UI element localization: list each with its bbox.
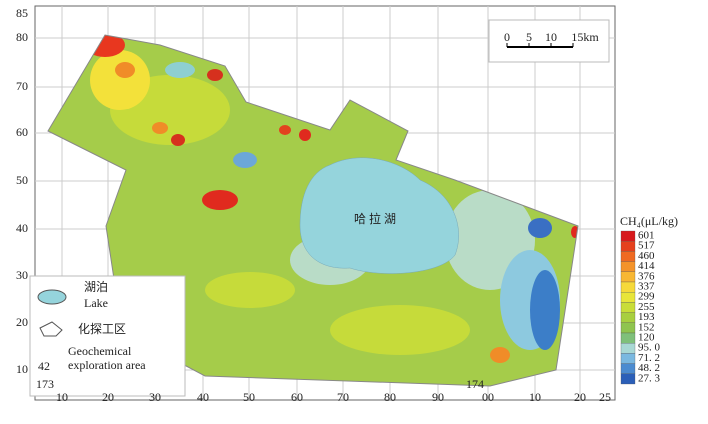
y-tick-label: 10 [16,362,28,376]
colorbar-swatch [620,322,636,334]
legend-lake-en: Lake [84,296,108,310]
x-tick-label: 20 [574,390,586,404]
y-tick-label: 50 [16,173,28,187]
x-tick-label: 10 [56,390,68,404]
scale-bar: 0 5 10 15km [504,30,599,48]
colorbar-label: 337 [638,281,655,293]
colorbar-label: 376 [638,270,655,282]
colorbar-swatch [620,261,636,272]
x-tick-label: 25 [599,390,611,404]
y-tick-label: 85 [16,6,28,20]
colorbar-swatch [620,343,636,354]
y-tick-label: 40 [16,221,28,235]
colorbar-swatch [620,373,636,385]
scale-box [488,19,610,63]
colorbar-label: 414 [638,260,655,272]
colorbar-label: 152 [638,321,655,333]
legend-lake-cn: 湖泊 [84,279,108,294]
colorbar-swatch [620,353,636,364]
x-tick-label: 50 [243,390,255,404]
x-tick-label: 30 [149,390,161,404]
colorbar-title: CH₄(μL/kg) [620,214,678,228]
y-tick-label: 60 [16,125,28,139]
colorbar-label: 601 [638,230,655,242]
colorbar-swatch [620,241,636,252]
colorbar-swatch [620,251,636,262]
x-tick-label: 20 [102,390,114,404]
x-tick-label: 70 [337,390,349,404]
colorbar-label: 27. 3 [638,372,661,384]
lake-name: 哈 拉 湖 [354,211,396,226]
colorbar-swatch [620,281,636,293]
colorbar-label: 460 [638,250,655,262]
x-tick-label: 10 [529,390,541,404]
scale-label: 15km [571,30,599,44]
legend-lake-icon [37,289,67,305]
colorbar-label: 71. 2 [638,352,660,364]
colorbar-label: 299 [638,291,655,303]
scale-label: 10 [545,30,557,44]
legend-area-cn: 化探工区 [78,322,126,336]
lon-label: 174 [466,377,484,391]
colorbar-label: 95. 0 [638,342,661,354]
lake [299,157,459,274]
y-tick-label: 20 [16,315,28,329]
colorbar-swatch [620,363,636,374]
x-tick-label: 60 [291,390,303,404]
scale-label: 5 [526,30,532,44]
colorbar-label: 517 [638,240,655,252]
legend-area-en: exploration area [68,358,146,372]
colorbar-label: 48. 2 [638,362,660,374]
scale-label: 0 [504,30,510,44]
colorbar-label: 193 [638,311,655,323]
colorbar-swatch [620,292,636,303]
colorbar-swatch [620,332,636,344]
colorbar-swatch [620,302,636,313]
x-tick-label: 00 [482,390,494,404]
y-tick-label: 80 [16,30,28,44]
colorbar-swatch [620,312,636,323]
y-tick-label: 30 [16,268,28,282]
colorbar-label: 255 [638,301,655,313]
lon-label: 173 [36,377,54,391]
x-tick-label: 80 [384,390,396,404]
x-tick-label: 40 [197,390,209,404]
lat-label: 42 [38,359,50,373]
legend-area-en: Geochemical [68,344,132,358]
legend-area-icon [39,321,63,337]
colorbar-swatch [620,230,636,242]
colorbar-label: 120 [638,332,655,344]
y-tick-label: 70 [16,79,28,93]
x-tick-label: 90 [432,390,444,404]
colorbar-swatch [620,271,636,283]
